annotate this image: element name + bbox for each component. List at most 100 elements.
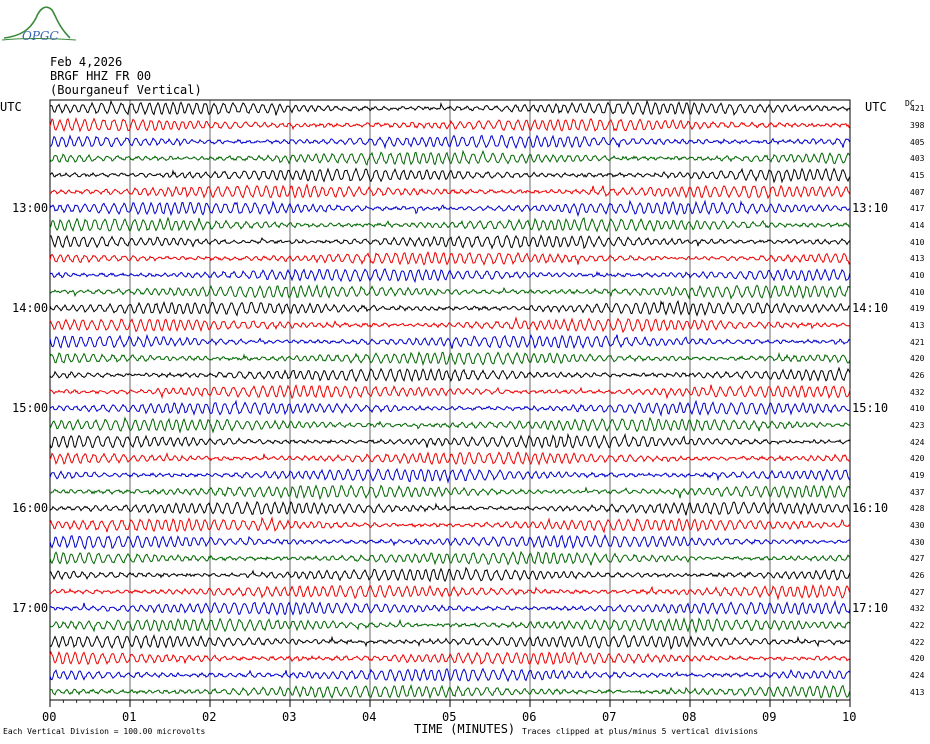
seismic-trace <box>49 683 851 700</box>
dc-offset-value: 420 <box>910 654 925 664</box>
header-station: BRGF HHZ FR 00 <box>50 69 152 83</box>
right-time-label: 13:10 <box>852 201 889 216</box>
dc-offset-value: 420 <box>910 354 925 364</box>
dc-offset-value: 410 <box>910 237 925 247</box>
dc-offset-value: 424 <box>910 671 925 680</box>
seismic-trace <box>49 650 851 666</box>
seismic-trace <box>49 484 851 501</box>
x-tick-label: 09 <box>762 710 777 724</box>
seismic-trace <box>49 183 851 200</box>
x-tick-label: 03 <box>282 710 297 724</box>
dc-offset-value: 413 <box>910 254 925 264</box>
seismic-trace <box>49 667 851 683</box>
seismic-trace <box>49 467 851 484</box>
seismic-trace <box>49 516 851 534</box>
dc-offset-value: 432 <box>910 604 925 614</box>
dc-offset-value: 424 <box>910 437 925 447</box>
dc-offset-value: 398 <box>910 121 925 130</box>
x-tick-label: 02 <box>202 710 217 724</box>
dc-offset-value: 427 <box>910 554 925 564</box>
seismic-trace <box>49 116 851 133</box>
right-time-label: 16:10 <box>852 501 889 516</box>
dc-label: DC <box>905 99 915 108</box>
right-time-label: 17:10 <box>852 601 889 616</box>
seismic-trace <box>49 333 851 350</box>
right-time-label: 14:10 <box>852 301 889 316</box>
opgc-logo: OPGC <box>1 6 77 43</box>
dc-offset-value: 421 <box>910 104 925 114</box>
left-time-label: 13:00 <box>12 201 49 216</box>
x-tick-label: 08 <box>682 710 697 724</box>
header-date: Feb 4,2026 <box>50 55 123 69</box>
left-time-label: 14:00 <box>12 301 49 316</box>
dc-offset-value: 403 <box>910 154 925 164</box>
seismic-trace <box>49 316 851 334</box>
dc-offset-value: 410 <box>910 404 925 414</box>
seismic-trace <box>49 99 851 116</box>
logo-text: OPGC <box>22 29 59 43</box>
seismic-trace <box>49 251 851 266</box>
seismic-trace <box>49 351 851 367</box>
x-tick-label: 04 <box>362 710 377 724</box>
seismic-trace <box>49 634 851 651</box>
x-tick-label: 00 <box>42 710 57 724</box>
utc-label-right: UTC <box>865 100 887 114</box>
seismic-trace <box>49 267 851 284</box>
dc-offset-value: 410 <box>910 287 925 297</box>
left-time-label: 15:00 <box>12 401 49 416</box>
seismic-trace <box>49 366 851 383</box>
left-time-label: 16:00 <box>12 501 49 516</box>
dc-offset-value: 407 <box>910 187 925 197</box>
seismic-trace <box>49 599 851 616</box>
x-tick-label: 10 <box>842 710 857 724</box>
dc-offset-value: 421 <box>910 337 925 347</box>
seismic-trace <box>49 299 851 317</box>
footer-clip-note: Traces clipped at plus/minus 5 vertical … <box>522 727 759 736</box>
dc-offset-value: 405 <box>910 137 925 147</box>
seismic-trace <box>49 399 850 417</box>
x-tick-label: 01 <box>122 710 137 724</box>
seismic-trace <box>49 416 851 434</box>
seismic-trace <box>49 550 851 566</box>
x-tick-label: 07 <box>602 710 617 724</box>
axes <box>49 700 851 707</box>
seismic-trace <box>49 384 851 400</box>
dc-offset-value: 422 <box>910 621 925 630</box>
seismic-trace <box>49 500 851 516</box>
dc-offset-value: 410 <box>910 271 925 280</box>
seismic-trace <box>49 616 851 634</box>
dc-offset-value: 419 <box>910 471 925 480</box>
seismic-trace <box>49 583 851 601</box>
traces <box>49 99 851 700</box>
dc-offset-value: 417 <box>910 204 925 214</box>
seismic-trace <box>49 199 851 217</box>
footer-scale-note: Each Vertical Division = 100.00 microvol… <box>3 727 206 736</box>
x-tick-label: 06 <box>522 710 537 724</box>
dc-offset-value: 415 <box>910 171 925 180</box>
dc-offset-value: 427 <box>910 587 925 597</box>
seismic-trace <box>49 451 850 466</box>
dc-offset-value: 413 <box>910 687 925 697</box>
dc-offset-value: 419 <box>910 304 925 314</box>
seismic-trace <box>49 283 851 300</box>
dc-offset-value: 413 <box>910 321 925 330</box>
dc-offset-value: 426 <box>910 571 925 580</box>
seismic-trace <box>49 134 851 150</box>
dc-offset-value: 432 <box>910 387 925 397</box>
dc-offset-value: 437 <box>910 487 925 497</box>
dc-offset-value: 422 <box>910 637 925 647</box>
dc-offset-value: 426 <box>910 371 925 380</box>
dc-offset-value: 430 <box>910 521 925 530</box>
utc-label-left: UTC <box>0 100 22 114</box>
seismic-trace <box>49 566 851 583</box>
dc-offset-value: 423 <box>910 421 925 430</box>
x-axis-label: TIME (MINUTES) <box>414 722 516 736</box>
seismic-trace <box>49 167 851 184</box>
dc-offset-value: 430 <box>910 537 925 547</box>
seismic-trace <box>49 234 851 250</box>
dc-offset-value: 428 <box>910 504 925 514</box>
seismic-trace <box>49 533 851 550</box>
dc-offset-value: 420 <box>910 454 925 464</box>
dc-offset-value: 414 <box>910 221 925 230</box>
